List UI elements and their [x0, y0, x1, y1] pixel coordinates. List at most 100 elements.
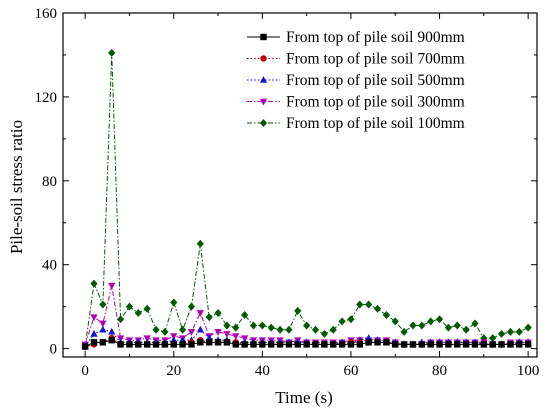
data-point	[444, 323, 453, 332]
legend-label: From top of pile soil 300mm	[286, 94, 465, 111]
legend-item: From top of pile soil 900mm	[247, 29, 465, 46]
data-point	[143, 304, 151, 313]
data-point	[179, 325, 187, 334]
plot-frame	[62, 12, 538, 358]
data-point	[462, 341, 470, 348]
data-point	[330, 341, 337, 348]
data-point	[223, 321, 231, 330]
data-point	[506, 327, 515, 336]
data-point	[285, 325, 293, 334]
data-point	[400, 341, 408, 348]
data-point	[99, 325, 107, 333]
data-point	[435, 315, 444, 324]
x-tick-label: 100	[517, 363, 540, 379]
data-point	[515, 327, 523, 336]
data-point	[489, 334, 497, 343]
data-point	[241, 341, 248, 348]
data-point	[383, 339, 390, 346]
x-tick-label: 60	[343, 363, 358, 379]
data-point	[454, 341, 461, 348]
data-point	[268, 341, 275, 348]
data-point	[311, 325, 320, 334]
plot-area-border	[62, 12, 538, 358]
data-point	[81, 343, 89, 350]
data-point	[90, 314, 98, 322]
y-tick-label: 40	[42, 258, 57, 274]
data-point	[382, 311, 390, 320]
data-point	[108, 327, 116, 335]
data-point	[250, 341, 257, 348]
data-point	[232, 333, 240, 341]
data-point	[436, 341, 443, 348]
legend-marker	[259, 119, 268, 127]
data-point	[179, 341, 186, 348]
data-point	[214, 308, 222, 317]
data-point	[347, 315, 355, 324]
data-point	[400, 327, 408, 336]
data-point	[462, 325, 470, 334]
y-tick-label: 120	[35, 90, 58, 106]
legend-label: From top of pile soil 900mm	[286, 29, 465, 46]
legend-marker	[259, 98, 268, 106]
data-point	[497, 329, 506, 338]
data-point	[187, 329, 196, 336]
legend-item: From top of pile soil 300mm	[247, 94, 465, 111]
data-point	[347, 341, 355, 348]
data-point	[152, 341, 160, 348]
data-point	[471, 341, 479, 348]
data-point	[365, 339, 372, 346]
data-point	[294, 306, 302, 315]
data-point	[409, 341, 417, 348]
data-point	[223, 339, 231, 346]
x-axis-title: Time (s)	[275, 388, 332, 407]
data-point	[267, 323, 275, 332]
legend-marker	[260, 33, 267, 41]
x-tick-label: 0	[81, 363, 89, 379]
x-tick-label: 40	[255, 363, 270, 379]
data-point	[453, 321, 461, 330]
x-tick-label: 80	[432, 363, 447, 379]
data-point	[223, 331, 231, 338]
data-point	[135, 341, 142, 348]
data-point	[524, 341, 532, 348]
y-tick-labels: 0 40 80 120 160	[35, 6, 58, 358]
legend-item: From top of pile soil 100mm	[247, 115, 465, 132]
data-point	[90, 339, 98, 346]
series-line	[84, 285, 529, 345]
y-axis-title: Pile-soil stress ratio	[7, 120, 26, 254]
data-point	[125, 302, 134, 311]
data-point	[197, 339, 204, 346]
data-point	[507, 341, 514, 348]
series-1	[81, 337, 532, 350]
data-point	[303, 321, 311, 330]
data-point	[524, 323, 532, 332]
data-point	[498, 341, 505, 348]
data-point	[108, 282, 116, 290]
data-point	[356, 341, 364, 348]
data-point	[445, 341, 452, 348]
data-point	[196, 239, 204, 248]
y-tick-label: 160	[35, 6, 58, 22]
data-point	[143, 341, 151, 348]
data-point	[99, 320, 107, 328]
data-point	[516, 341, 523, 348]
data-point	[187, 302, 196, 311]
series-5	[81, 48, 532, 351]
data-point	[489, 341, 496, 348]
data-point	[116, 315, 125, 324]
legend-marker	[259, 76, 268, 83]
data-point	[232, 341, 239, 348]
data-point	[161, 327, 169, 336]
data-point	[321, 341, 328, 348]
data-point	[338, 341, 346, 348]
data-point	[161, 341, 169, 348]
x-tick-label: 20	[166, 363, 181, 379]
data-point	[117, 341, 124, 348]
data-point	[99, 300, 107, 309]
data-point	[373, 304, 382, 313]
data-point	[276, 341, 284, 348]
axis-ticks	[63, 12, 537, 357]
data-point	[90, 329, 98, 337]
data-point	[418, 341, 426, 348]
data-point	[188, 341, 195, 348]
